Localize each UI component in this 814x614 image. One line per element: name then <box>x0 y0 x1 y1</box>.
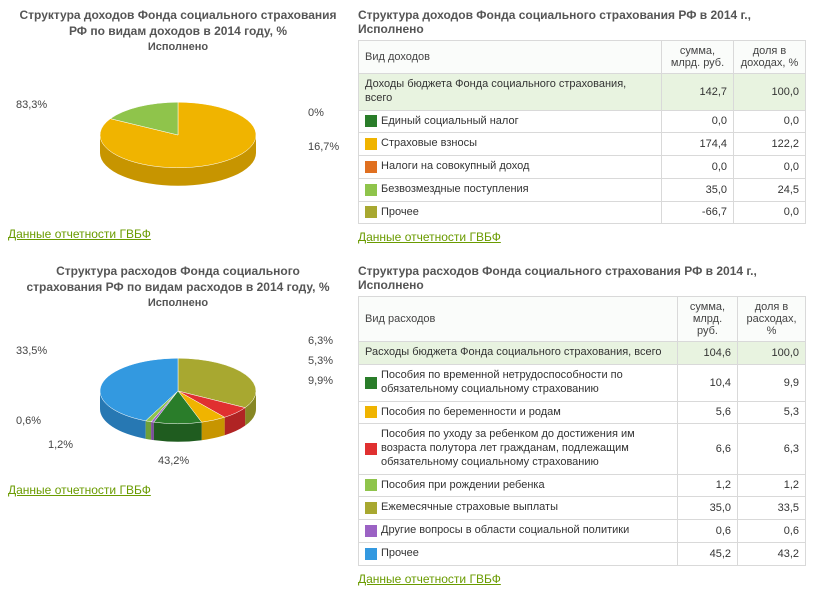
income-chart-subtitle: Исполнено <box>8 41 348 53</box>
expense-chart-title: Структура расходов Фонда социального стр… <box>8 264 348 297</box>
expense-chart-link[interactable]: Данные отчетности ГВБФ <box>8 483 151 497</box>
table-row: Прочее45,243,2 <box>359 542 806 565</box>
pie-label: 9,9% <box>308 375 333 387</box>
income-table-col: Структура доходов Фонда социального стра… <box>358 8 806 244</box>
table-row-total: Расходы бюджета Фонда социального страхо… <box>359 342 806 365</box>
income-chart-title: Структура доходов Фонда социального стра… <box>8 8 348 41</box>
table-row: Ежемесячные страховые выплаты35,033,5 <box>359 497 806 520</box>
pie-label: 83,3% <box>16 99 47 111</box>
income-chart-col: Структура доходов Фонда социального стра… <box>8 8 348 244</box>
color-swatch <box>365 377 377 389</box>
table-row: Пособия по уходу за ребенком до достижен… <box>359 424 806 474</box>
pie-label: 0% <box>308 107 324 119</box>
color-swatch <box>365 406 377 418</box>
table-row: Безвозмездные поступления35,024,5 <box>359 178 806 201</box>
expense-chart-subtitle: Исполнено <box>8 297 348 309</box>
color-swatch <box>365 161 377 173</box>
color-swatch <box>365 115 377 127</box>
table-row: Другие вопросы в области социальной поли… <box>359 520 806 543</box>
expense-table-col: Структура расходов Фонда социального стр… <box>358 264 806 585</box>
income-pie-chart: 83,3% 0% 16,7% <box>8 61 348 221</box>
table-row: Пособия по временной нетрудоспособности … <box>359 365 806 402</box>
income-col-name: Вид доходов <box>359 41 662 74</box>
color-swatch <box>365 479 377 491</box>
expense-row: Структура расходов Фонда социального стр… <box>8 264 806 585</box>
pie-svg <box>8 317 348 477</box>
color-swatch <box>365 138 377 150</box>
color-swatch <box>365 206 377 218</box>
expense-col-name: Вид расходов <box>359 297 678 342</box>
pie-label: 16,7% <box>308 141 339 153</box>
pie-label: 5,3% <box>308 355 333 367</box>
color-swatch <box>365 502 377 514</box>
expense-table-link[interactable]: Данные отчетности ГВБФ <box>358 572 501 586</box>
income-col-sum: сумма, млрд. руб. <box>662 41 734 74</box>
color-swatch <box>365 443 377 455</box>
color-swatch <box>365 525 377 537</box>
income-table-title: Структура доходов Фонда социального стра… <box>358 8 806 36</box>
pie-label: 0,6% <box>16 415 41 427</box>
table-row: Единый социальный налог0,00,0 <box>359 110 806 133</box>
table-row: Страховые взносы174,4122,2 <box>359 133 806 156</box>
table-row: Налоги на совокупный доход0,00,0 <box>359 156 806 179</box>
expense-table-title: Структура расходов Фонда социального стр… <box>358 264 806 292</box>
expense-chart-col: Структура расходов Фонда социального стр… <box>8 264 348 585</box>
pie-svg <box>8 61 348 221</box>
income-row: Структура доходов Фонда социального стра… <box>8 8 806 244</box>
pie-label: 33,5% <box>16 345 47 357</box>
expense-col-share: доля в расходах, % <box>738 297 806 342</box>
expense-table: Вид расходов сумма, млрд. руб. доля в ра… <box>358 296 806 565</box>
table-row: Пособия по беременности и родам5,65,3 <box>359 401 806 424</box>
color-swatch <box>365 548 377 560</box>
color-swatch <box>365 184 377 196</box>
income-col-share: доля в доходах, % <box>734 41 806 74</box>
income-chart-link[interactable]: Данные отчетности ГВБФ <box>8 227 151 241</box>
expense-pie-chart: 33,5% 6,3% 5,3% 9,9% 0,6% 1,2% 43,2% <box>8 317 348 477</box>
pie-label: 43,2% <box>158 455 189 467</box>
pie-label: 1,2% <box>48 439 73 451</box>
expense-col-sum: сумма, млрд. руб. <box>678 297 738 342</box>
income-table-link[interactable]: Данные отчетности ГВБФ <box>358 230 501 244</box>
income-table: Вид доходов сумма, млрд. руб. доля в дох… <box>358 40 806 224</box>
table-row: Пособия при рождении ребенка1,21,2 <box>359 474 806 497</box>
table-row-total: Доходы бюджета Фонда социального страхов… <box>359 74 806 111</box>
table-row: Прочее-66,70,0 <box>359 201 806 224</box>
pie-label: 6,3% <box>308 335 333 347</box>
